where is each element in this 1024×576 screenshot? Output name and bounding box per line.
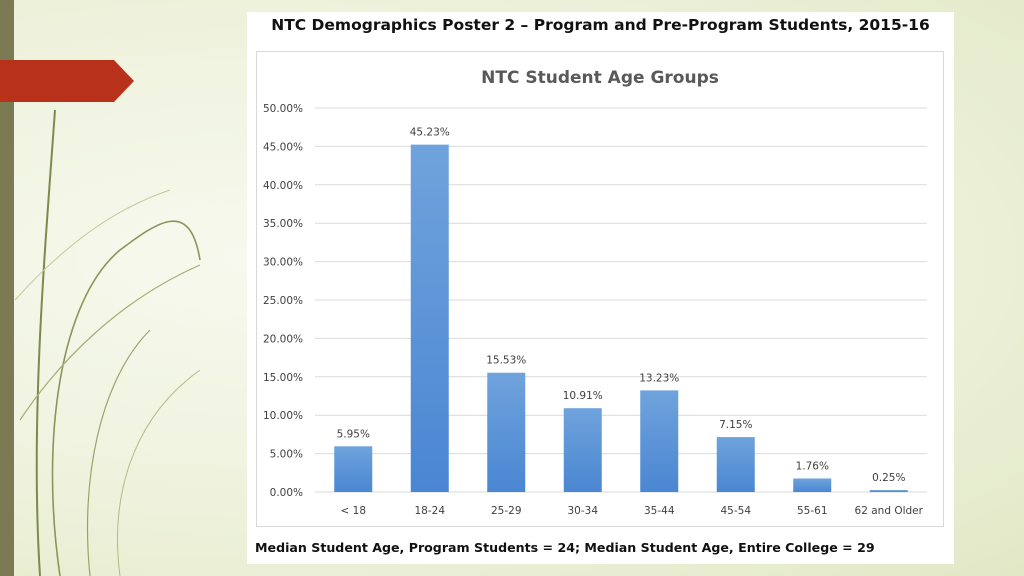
x-tick-label: 25-29: [491, 505, 522, 517]
data-label: 7.15%: [719, 419, 752, 431]
y-tick-label: 0.00%: [270, 487, 303, 499]
y-tick-label: 20.00%: [263, 333, 303, 345]
bar: [716, 437, 755, 492]
data-label: 0.25%: [872, 472, 905, 484]
bar: [410, 144, 449, 492]
data-label: 1.76%: [796, 460, 829, 472]
x-tick-label: 30-34: [567, 505, 598, 517]
x-tick-label: 45-54: [720, 505, 751, 517]
data-label: 13.23%: [639, 372, 679, 384]
x-tick-label: 62 and Older: [855, 505, 924, 517]
bar: [487, 372, 526, 492]
x-tick-label: 35-44: [644, 505, 675, 517]
y-tick-label: 40.00%: [263, 180, 303, 192]
data-label: 10.91%: [563, 390, 603, 402]
x-tick-label: < 18: [341, 505, 367, 517]
data-label: 45.23%: [410, 127, 450, 139]
y-tick-label: 30.00%: [263, 257, 303, 269]
bar-chart: NTC Student Age Groups 0.00% 5.00% 10.00% 1…: [263, 68, 927, 517]
y-tick-label: 25.00%: [263, 295, 303, 307]
bar: [563, 408, 602, 492]
y-tick-label: 10.00%: [263, 410, 303, 422]
bar: [334, 446, 373, 492]
y-tick-label: 35.00%: [263, 218, 303, 230]
y-tick-label: 45.00%: [263, 141, 303, 153]
data-label: 5.95%: [337, 428, 370, 440]
decorative-swirls: [14, 109, 201, 576]
chart-title: NTC Student Age Groups: [481, 68, 719, 88]
title-ribbon-arrow: [0, 60, 134, 102]
y-tick-label: 5.00%: [270, 449, 303, 461]
x-axis-ticks: < 18 18-24 25-29 30-34 35-44 45-54 55-61 62 and…: [341, 505, 924, 517]
bar: [793, 478, 832, 492]
bar: [869, 490, 908, 492]
gridlines: [315, 107, 927, 493]
poster: NTC Demographics Poster 2 – Program and …: [247, 12, 954, 564]
x-tick-label: 18-24: [414, 505, 445, 517]
bar: [640, 390, 679, 492]
bars: 5.95% 45.23% 15.53% 10.91% 13.23% 7.15% 1.76% 0…: [334, 127, 908, 492]
x-tick-label: 55-61: [797, 505, 828, 517]
median-age-footnote: Median Student Age, Program Students = 2…: [255, 540, 875, 555]
y-tick-label: 15.00%: [263, 372, 303, 384]
left-accent-bar: [0, 0, 14, 576]
data-label: 15.53%: [486, 355, 526, 367]
y-axis-ticks: 0.00% 5.00% 10.00% 15.00% 20.00% 25.00% 30.00%…: [263, 103, 303, 499]
chart-frame: NTC Student Age Groups 0.00% 5.00% 10.00% 1…: [256, 51, 944, 527]
poster-title: NTC Demographics Poster 2 – Program and …: [271, 16, 930, 34]
y-tick-label: 50.00%: [263, 103, 303, 115]
